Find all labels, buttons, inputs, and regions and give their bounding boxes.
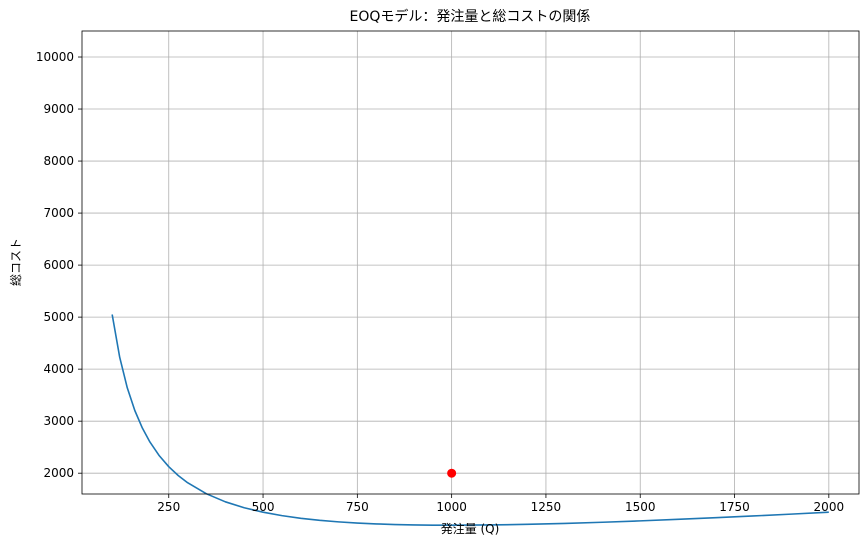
series-line	[111, 314, 829, 527]
x-tick-label: 250	[157, 500, 180, 514]
x-axis-title: 発注量 (Q)	[441, 521, 500, 536]
y-tick-label: 5000	[43, 310, 74, 324]
x-tick-label: 1000	[436, 500, 467, 514]
x-tick-label: 750	[346, 500, 369, 514]
y-tick-label: 4000	[43, 362, 74, 376]
x-tick-label: 500	[252, 500, 275, 514]
x-tick-label: 1500	[625, 500, 656, 514]
grid	[82, 31, 859, 494]
plot-frame	[81, 30, 860, 495]
x-tick-label: 1250	[531, 500, 562, 514]
y-tick-label: 10000	[36, 50, 74, 64]
y-tick-label: 2000	[43, 466, 74, 480]
x-tick-label: 2000	[814, 500, 845, 514]
chart-title: EOQモデル：発注量と総コストの関係	[350, 8, 591, 25]
series-layer	[111, 314, 829, 527]
y-tick-label: 7000	[43, 206, 74, 220]
optimal-point-marker	[447, 468, 457, 478]
y-axis-title: 総コスト	[9, 238, 23, 286]
y-tick-label: 9000	[43, 102, 74, 116]
y-tick-label: 3000	[43, 414, 74, 428]
y-tick-label: 6000	[43, 258, 74, 272]
x-tick-label: 1750	[719, 500, 750, 514]
marker-layer	[447, 468, 457, 478]
y-tick-label: 8000	[43, 154, 74, 168]
ticks: 250 500 750 1000 1250 1500 1750 2000 2000 3000 400…	[36, 50, 844, 514]
